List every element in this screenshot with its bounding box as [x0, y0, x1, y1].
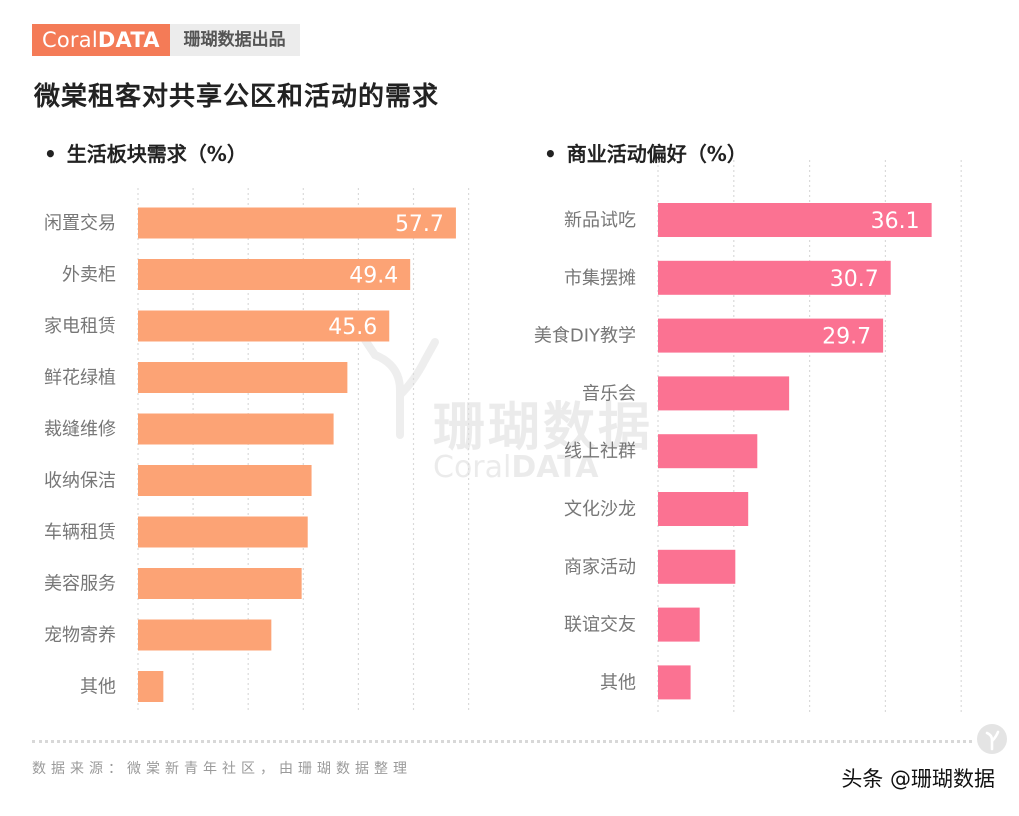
coral-badge-icon [977, 724, 1007, 754]
right-category-label: 其他 [600, 672, 636, 693]
logo-bold-text: DATA [97, 28, 160, 52]
left-chart-title-text: 生活板块需求（%） [66, 142, 247, 166]
left-bar [138, 413, 334, 445]
left-category-label: 美容服务 [44, 574, 116, 595]
producer-tag: 珊瑚数据出品 [169, 24, 300, 56]
left-category-label: 外卖柜 [62, 265, 116, 286]
right-data-label: 30.7 [830, 267, 879, 292]
left-category-label: 家电租赁 [44, 316, 116, 337]
right-category-label: 市集摆摊 [564, 268, 636, 289]
left-bar [138, 568, 302, 599]
right-bar [658, 492, 749, 526]
left-chart-title: • 生活板块需求（%） [44, 138, 247, 167]
logo-light-text: Coral [42, 28, 98, 52]
right-data-label: 29.7 [822, 325, 871, 350]
left-category-label: 裁缝维修 [44, 419, 116, 440]
left-category-label: 闲置交易 [44, 213, 116, 234]
right-data-label: 36.1 [871, 209, 920, 234]
right-bar [658, 376, 790, 411]
right-bar [658, 203, 932, 237]
left-category-label: 车辆租赁 [44, 522, 116, 543]
bullet-icon: • [44, 142, 57, 166]
right-bar [658, 549, 736, 584]
right-bar [658, 607, 700, 642]
left-data-label: 49.4 [349, 264, 398, 289]
left-bar [138, 259, 411, 290]
right-category-label: 美食DIY教学 [534, 326, 636, 347]
page-title: 微棠租客对共享公区和活动的需求 [34, 82, 440, 112]
bullet-icon: • [544, 142, 557, 166]
left-bar [138, 207, 456, 239]
right-category-label: 商家活动 [564, 557, 636, 578]
right-category-label: 联谊交友 [564, 615, 636, 636]
left-bar [138, 465, 312, 496]
credit-text: 头条 @珊瑚数据 [841, 767, 995, 791]
left-category-label: 宠物寄养 [44, 625, 116, 646]
logo-coral-data: CoralDATA [32, 24, 170, 56]
right-bar [658, 434, 758, 469]
left-bar [138, 619, 272, 651]
brand-logo: CoralDATA 珊瑚数据出品 [32, 24, 300, 56]
left-bar [138, 310, 390, 342]
right-bar [658, 665, 691, 700]
left-category-label: 收纳保洁 [44, 471, 116, 492]
data-source: 数据来源：微棠新青年社区，由珊瑚数据整理 [32, 761, 412, 777]
left-bar [138, 516, 308, 548]
right-category-label: 音乐会 [582, 383, 636, 404]
footer-divider [32, 740, 972, 743]
right-chart-title: • 商业活动偏好（%） [544, 138, 747, 167]
right-category-label: 线上社群 [564, 441, 636, 462]
left-category-label: 其他 [80, 677, 116, 698]
left-data-label: 57.7 [395, 212, 444, 237]
right-bar [658, 260, 891, 295]
right-category-label: 新品试吃 [564, 210, 636, 231]
left-data-label: 45.6 [328, 315, 377, 340]
right-bar [658, 318, 884, 353]
left-bar [138, 671, 164, 702]
right-category-label: 文化沙龙 [564, 499, 636, 520]
right-chart-title-text: 商业活动偏好（%） [566, 142, 747, 166]
left-category-label: 鲜花绿植 [44, 368, 116, 389]
left-bar [138, 362, 348, 393]
